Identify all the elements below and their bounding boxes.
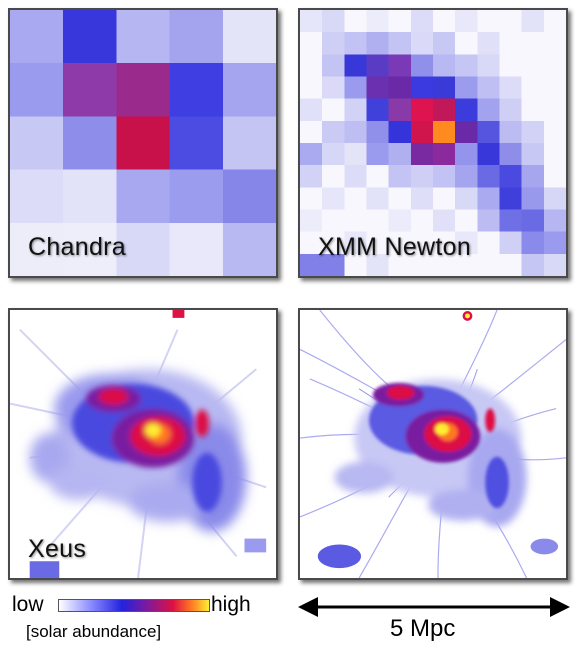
colorbar-unit-label: [solar abundance] (26, 622, 162, 641)
xmm-abundance-map (300, 10, 566, 276)
chandra-abundance-map (10, 10, 276, 276)
xeus-label: Xeus (28, 535, 87, 563)
colorbar-gradient (58, 599, 210, 612)
scale-bar-arrow (298, 597, 570, 617)
full-resolution-map (300, 310, 566, 578)
scale-bar-label: 5 Mpc (390, 615, 456, 642)
xeus-abundance-map (10, 310, 276, 578)
colorbar-low-label: low (12, 593, 44, 616)
colorbar-high-label: high (211, 593, 251, 616)
colorbar-legend: low high (8, 593, 273, 619)
chandra-panel: Chandra (8, 8, 278, 278)
xmm-newton-label: XMM Newton (318, 233, 472, 261)
xeus-panel: Xeus (8, 308, 278, 580)
xmm-newton-panel: XMM Newton (298, 8, 568, 278)
full-resolution-panel (298, 308, 568, 580)
chandra-label: Chandra (28, 233, 126, 261)
